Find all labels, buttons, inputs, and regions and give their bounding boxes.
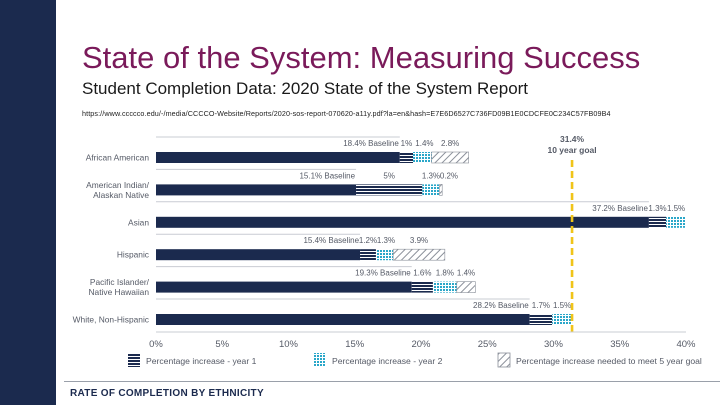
- baseline-label-african-american: 18.4% Baseline: [343, 139, 399, 148]
- bar-baseline-asian: [156, 216, 649, 228]
- x-tick-label: 0%: [149, 339, 163, 350]
- goal-value-label: 31.4%: [560, 134, 585, 144]
- legend-label-year1: Percentage increase - year 1: [146, 356, 257, 366]
- legend-swatch-year2: [314, 353, 326, 367]
- bar-year1-american-indian-alaskan-native: [356, 184, 423, 196]
- category-label-white-non-hispanic: White, Non-Hispanic: [73, 315, 149, 325]
- data-label-year2-asian: 1.5%: [667, 204, 685, 213]
- data-label-year2-white-non-hispanic: 1.5%: [553, 301, 571, 310]
- footer-divider: [64, 381, 720, 382]
- data-label-year2-american-indian-alaskan-native: 1.3%: [422, 171, 440, 180]
- x-tick-label: 5%: [215, 339, 229, 350]
- data-label-year1-white-non-hispanic: 1.7%: [532, 301, 550, 310]
- data-label-needed-pacific-islander-native-hawaiian: 1.4%: [457, 269, 475, 278]
- bar-baseline-american-indian-alaskan-native: [156, 184, 357, 196]
- bar-year1-hispanic: [360, 249, 376, 261]
- x-tick-label: 15%: [345, 339, 365, 350]
- data-label-needed-african-american: 2.8%: [441, 139, 459, 148]
- bar-year2-african-american: [413, 152, 432, 163]
- x-tick-label: 10%: [279, 339, 299, 350]
- category-label-hispanic: Hispanic: [117, 250, 149, 260]
- data-label-year2-pacific-islander-native-hawaiian: 1.8%: [436, 269, 454, 278]
- data-label-needed-hispanic: 3.9%: [410, 236, 428, 245]
- baseline-label-hispanic: 15.4% Baseline: [303, 236, 359, 245]
- data-label-year2-african-american: 1.4%: [415, 139, 433, 148]
- bar-year1-pacific-islander-native-hawaiian: [411, 281, 433, 293]
- data-label-year1-pacific-islander-native-hawaiian: 1.6%: [413, 269, 431, 278]
- bar-year2-white-non-hispanic: [552, 314, 573, 325]
- data-label-year2-hispanic: 1.3%: [377, 236, 395, 245]
- bar-baseline-hispanic: [156, 249, 361, 261]
- bar-needed-pacific-islander-native-hawaiian: [456, 281, 476, 293]
- baseline-label-pacific-islander-native-hawaiian: 19.3% Baseline: [355, 269, 411, 278]
- bar-year2-pacific-islander-native-hawaiian: [432, 281, 457, 293]
- bar-baseline-white-non-hispanic: [156, 314, 530, 325]
- bar-year2-american-indian-alaskan-native: [422, 184, 440, 196]
- left-accent-bar: [0, 0, 56, 405]
- legend-swatch-year1: [128, 353, 140, 367]
- x-tick-label: 20%: [411, 339, 431, 350]
- bar-year2-hispanic: [375, 249, 394, 261]
- category-label-american-indian-alaskan-native: American Indian/Alaskan Native: [86, 180, 150, 200]
- bar-needed-american-indian-alaskan-native: [439, 184, 443, 196]
- bar-year2-asian: [666, 216, 686, 228]
- bar-needed-african-american: [431, 151, 470, 164]
- bar-year1-african-american: [399, 152, 414, 163]
- data-label-year1-african-american: 1%: [401, 139, 413, 148]
- category-label-asian: Asian: [128, 217, 149, 227]
- bar-needed-hispanic: [392, 248, 446, 261]
- x-tick-label: 25%: [478, 339, 498, 350]
- category-label-pacific-islander-native-hawaiian: Pacific Islander/Native Hawaiian: [88, 277, 149, 297]
- source-url: https://www.ccccco.edu/-/media/CCCCO-Web…: [82, 109, 611, 118]
- footer-caption: RATE OF COMPLETION BY ETHNICITY: [70, 388, 264, 399]
- slide-title: State of the System: Measuring Success: [82, 40, 641, 75]
- data-label-year1-hispanic: 1.2%: [359, 236, 377, 245]
- bar-year1-asian: [648, 216, 667, 228]
- data-label-year1-asian: 1.3%: [648, 204, 666, 213]
- baseline-label-asian: 37.2% Baseline: [592, 204, 648, 213]
- legend-label-needed: Percentage increase needed to meet 5 yea…: [516, 356, 702, 366]
- bar-baseline-african-american: [156, 152, 400, 163]
- slide-subtitle: Student Completion Data: 2020 State of t…: [82, 79, 529, 98]
- category-label-african-american: African American: [86, 153, 150, 163]
- legend-swatch-needed: [497, 352, 511, 368]
- goal-text-label: 10 year goal: [547, 145, 596, 155]
- baseline-label-american-indian-alaskan-native: 15.1% Baseline: [299, 171, 355, 180]
- bar-year1-white-non-hispanic: [529, 314, 553, 325]
- data-label-year1-american-indian-alaskan-native: 5%: [383, 171, 395, 180]
- x-tick-label: 35%: [610, 339, 630, 350]
- data-label-needed-american-indian-alaskan-native: 0.2%: [440, 171, 458, 180]
- baseline-label-white-non-hispanic: 28.2% Baseline: [473, 301, 529, 310]
- legend-label-year2: Percentage increase - year 2: [332, 356, 443, 366]
- x-tick-label: 30%: [544, 339, 564, 350]
- bar-baseline-pacific-islander-native-hawaiian: [156, 281, 412, 293]
- x-tick-label: 40%: [676, 339, 696, 350]
